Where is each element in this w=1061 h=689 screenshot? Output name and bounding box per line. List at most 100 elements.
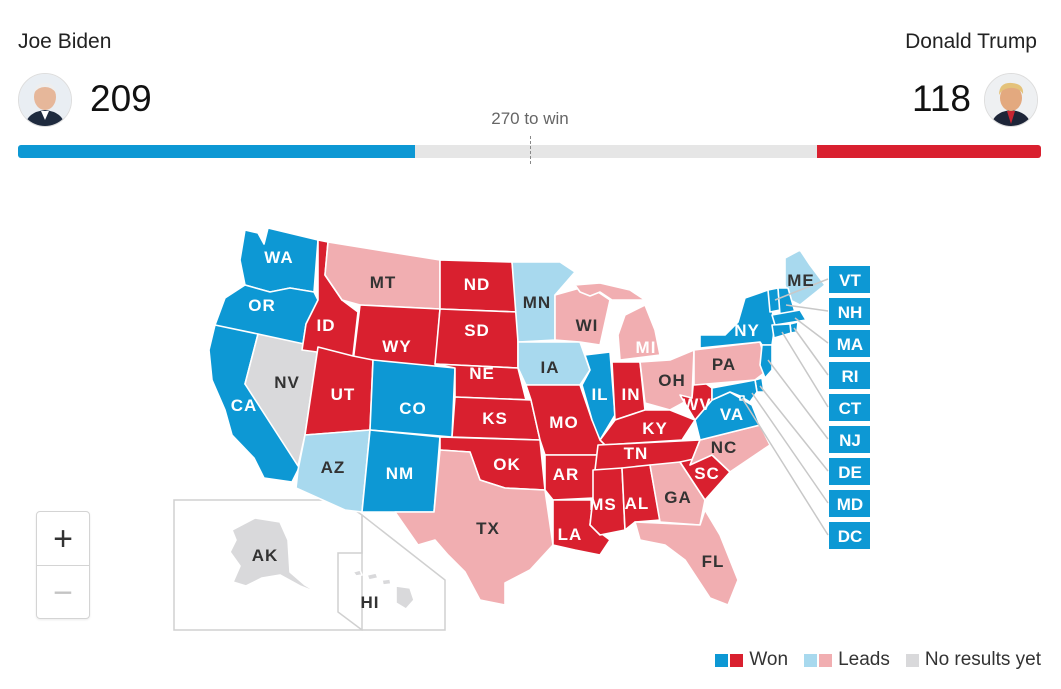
label-tx: TX xyxy=(476,519,500,538)
legend-leads: Leads xyxy=(804,649,890,671)
label-me: ME xyxy=(787,271,815,290)
east-coast-boxes: VT NH MA RI CT NJ DE MD DC xyxy=(829,266,870,549)
box-label-nj: NJ xyxy=(839,431,861,450)
label-pa: PA xyxy=(712,355,736,374)
state-ar[interactable] xyxy=(544,454,601,501)
dem-progress-fill xyxy=(18,145,415,158)
box-label-md: MD xyxy=(837,495,863,514)
dem-candidate-avatar xyxy=(18,73,72,127)
dem-electoral-votes: 209 xyxy=(90,78,152,119)
label-ia: IA xyxy=(541,358,560,377)
label-sc: SC xyxy=(694,464,720,483)
label-co: CO xyxy=(399,399,427,418)
map-legend: Won Leads No results yet xyxy=(699,649,1041,671)
legend-dem-won-swatch xyxy=(715,653,729,667)
rep-candidate-avatar xyxy=(984,73,1038,127)
box-nj[interactable] xyxy=(829,426,870,453)
legend-dem-leads-swatch xyxy=(804,653,818,667)
biden-portrait-icon xyxy=(19,74,71,126)
rep-electoral-votes: 118 xyxy=(912,78,971,119)
state-fl[interactable] xyxy=(634,509,739,606)
box-ri[interactable] xyxy=(829,362,870,389)
box-nh[interactable] xyxy=(829,298,870,325)
box-md[interactable] xyxy=(829,490,870,517)
label-la: LA xyxy=(558,525,583,544)
dem-candidate-name: Joe Biden xyxy=(18,30,112,53)
state-ga[interactable] xyxy=(649,461,706,526)
label-nv: NV xyxy=(274,373,300,392)
state-mi[interactable] xyxy=(574,282,646,301)
label-il: IL xyxy=(591,385,608,404)
label-al: AL xyxy=(625,494,650,513)
box-label-vt: VT xyxy=(839,271,861,290)
label-mn: MN xyxy=(523,293,551,312)
box-label-dc: DC xyxy=(838,527,863,546)
legend-none-swatch xyxy=(905,653,919,667)
label-id: ID xyxy=(317,316,336,335)
box-de[interactable] xyxy=(829,458,870,485)
box-label-ri: RI xyxy=(842,367,859,386)
label-ny: NY xyxy=(734,321,760,340)
zoom-out-button[interactable]: − xyxy=(37,565,89,619)
label-ar: AR xyxy=(553,465,580,484)
label-ky: KY xyxy=(642,419,668,438)
label-in: IN xyxy=(622,385,641,404)
legend-rep-won-swatch xyxy=(730,653,744,667)
legend-won-label: Won xyxy=(749,649,789,670)
label-mo: MO xyxy=(549,413,578,432)
legend-rep-leads-swatch xyxy=(819,653,833,667)
label-wa: WA xyxy=(264,248,293,267)
box-label-de: DE xyxy=(838,463,862,482)
label-ut: UT xyxy=(331,385,356,404)
label-ok: OK xyxy=(493,455,521,474)
box-label-nh: NH xyxy=(838,303,863,322)
label-ms: MS xyxy=(589,495,617,514)
rep-candidate-name: Donald Trump xyxy=(905,30,1037,53)
threshold-marker xyxy=(530,136,531,164)
state-md[interactable] xyxy=(711,379,758,403)
hawaii-inset-frame xyxy=(337,513,446,631)
box-label-ma: MA xyxy=(837,335,863,354)
state-al[interactable] xyxy=(621,464,661,531)
zoom-controls: + − xyxy=(36,511,90,619)
box-dc[interactable] xyxy=(829,522,870,549)
state-il[interactable] xyxy=(581,351,616,441)
state-ct[interactable] xyxy=(771,323,792,339)
alaska-inset-frame xyxy=(173,499,363,631)
state-tx[interactable] xyxy=(394,449,554,606)
state-ak[interactable] xyxy=(229,517,319,594)
label-ks: KS xyxy=(482,409,508,428)
electoral-progress-bar xyxy=(18,145,1041,158)
state-hi[interactable] xyxy=(352,569,415,610)
box-vt[interactable] xyxy=(829,266,870,293)
state-ma[interactable] xyxy=(771,309,807,326)
box-ct[interactable] xyxy=(829,394,870,421)
label-az: AZ xyxy=(321,458,346,477)
trump-portrait-icon xyxy=(985,74,1037,126)
label-mt: MT xyxy=(370,273,397,292)
label-va: VA xyxy=(720,405,744,424)
label-ne: NE xyxy=(469,364,495,383)
rep-progress-fill xyxy=(817,145,1041,158)
legend-leads-label: Leads xyxy=(838,649,890,670)
zoom-in-button[interactable]: + xyxy=(53,519,73,558)
label-nc: NC xyxy=(711,438,738,457)
label-wv: WV xyxy=(682,395,711,414)
box-label-ct: CT xyxy=(839,399,862,418)
state-mi-lower[interactable] xyxy=(617,304,661,361)
label-ga: GA xyxy=(664,488,692,507)
label-oh: OH xyxy=(658,371,686,390)
state-nj[interactable] xyxy=(759,344,773,379)
legend-none-label: No results yet xyxy=(924,649,1041,670)
to-win-label: 270 to win xyxy=(491,109,569,128)
label-ak: AK xyxy=(252,546,279,565)
label-nm: NM xyxy=(386,464,414,483)
east-coast-leader-lines xyxy=(741,278,829,536)
label-ca: CA xyxy=(231,396,258,415)
box-ma[interactable] xyxy=(829,330,870,357)
legend-none: No results yet xyxy=(905,649,1041,671)
label-nd: ND xyxy=(464,275,491,294)
label-wy: WY xyxy=(382,337,411,356)
legend-won: Won xyxy=(715,649,788,671)
